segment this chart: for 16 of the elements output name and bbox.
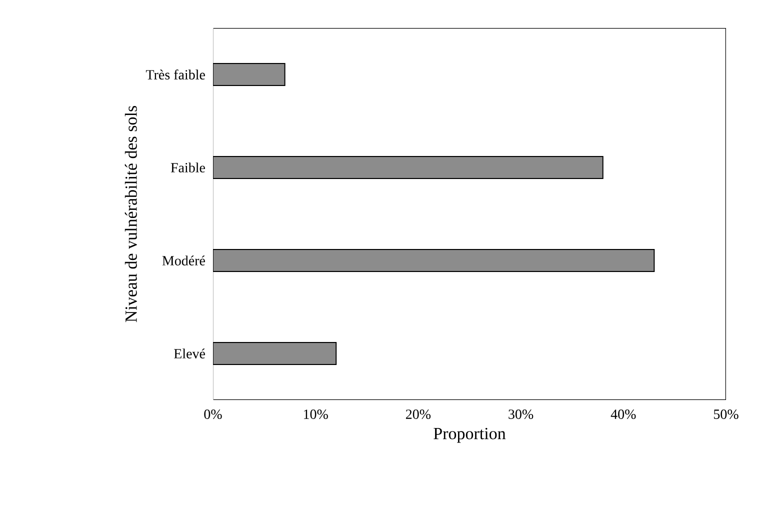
x-axis-title: Proportion [434, 428, 506, 443]
x-tick-label: 30% [508, 410, 534, 420]
x-tick-label: 10% [304, 410, 328, 420]
y-tick-label: Elevé [174, 348, 206, 358]
bar [213, 342, 337, 366]
x-tick-label: 20% [406, 410, 431, 420]
bar [213, 156, 604, 179]
bar [213, 249, 655, 272]
y-tick-label: Faible [170, 162, 206, 172]
y-tick-label: Modéré [162, 256, 205, 266]
x-tick-label: 50% [714, 410, 738, 420]
x-tick-label: 0% [204, 410, 222, 420]
y-tick-label: Très faible [146, 70, 205, 80]
bar [213, 63, 286, 86]
x-tick-label: 40% [610, 410, 636, 420]
y-axis-title: Niveau de vulnérabilité des sols [124, 106, 137, 322]
